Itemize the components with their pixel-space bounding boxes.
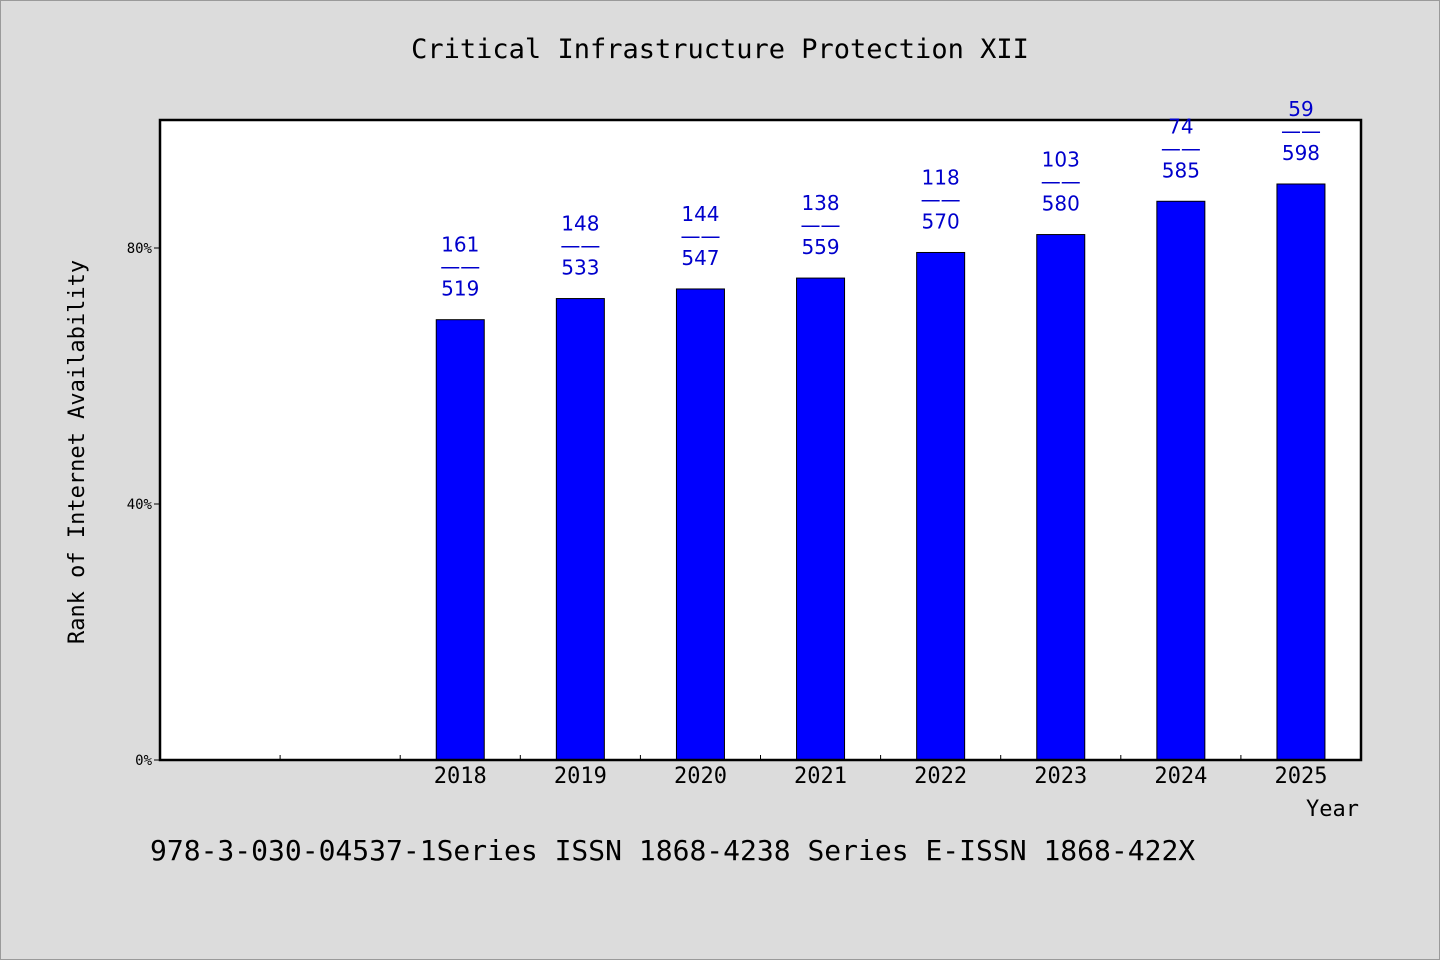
- data-label-bottom: 533: [561, 256, 599, 280]
- data-label-separator: ——: [560, 234, 600, 258]
- plot-area: 0% 40% 80% 2018 2019 2020 2021 2022 2023 2024 2025…: [65, 97, 1363, 822]
- bar-2018: [435, 319, 485, 761]
- data-label-top: 148: [561, 212, 599, 236]
- chart-title: Critical Infrastructure Protection XII: [411, 34, 1029, 65]
- bar-2020: [675, 288, 725, 761]
- series-issn-footer: 978-3-030-04537-1Series ISSN 1868-4238 S…: [150, 834, 1196, 867]
- bar-2024: [1156, 200, 1206, 761]
- bar-2023: [1036, 234, 1086, 761]
- bar-2025: [1276, 183, 1326, 761]
- data-label-top: 103: [1042, 148, 1080, 172]
- data-label-separator: ——: [921, 187, 961, 211]
- data-label-top: 161: [441, 233, 479, 257]
- y-tick-label: 40%: [127, 497, 153, 513]
- bar-2022: [916, 251, 966, 761]
- data-label-top: 138: [801, 191, 839, 215]
- x-tick-label: 2020: [674, 764, 727, 789]
- data-label-top: 59: [1288, 97, 1313, 121]
- x-tick-label: 2019: [554, 764, 607, 789]
- data-label-bottom: 559: [801, 235, 839, 259]
- data-label-top: 74: [1168, 114, 1193, 138]
- data-label-bottom: 598: [1282, 141, 1320, 165]
- x-tick-label: 2025: [1274, 764, 1327, 789]
- y-tick-label: 80%: [127, 241, 153, 257]
- x-tick-label: 2018: [434, 764, 487, 789]
- x-tick-label: 2021: [794, 764, 847, 789]
- data-label-top: 144: [681, 202, 719, 226]
- data-label-separator: ——: [440, 255, 480, 279]
- data-label-bottom: 519: [441, 277, 479, 301]
- bar-2021: [796, 277, 846, 761]
- data-label-separator: ——: [801, 213, 841, 237]
- data-label-bottom: 547: [681, 246, 719, 270]
- x-tick-label: 2022: [914, 764, 967, 789]
- data-label-separator: ——: [680, 224, 720, 248]
- data-label-top: 118: [922, 165, 960, 189]
- x-tick-label: 2024: [1154, 764, 1207, 789]
- y-axis-title: Rank of Internet Availability: [65, 260, 90, 644]
- x-axis-title: Year: [1306, 797, 1359, 822]
- data-label-bottom: 570: [922, 209, 960, 233]
- data-label-bottom: 580: [1042, 192, 1080, 216]
- data-label-bottom: 585: [1162, 158, 1200, 182]
- data-label-separator: ——: [1041, 170, 1081, 194]
- y-tick-label: 0%: [135, 753, 152, 769]
- data-label-separator: ——: [1161, 136, 1201, 160]
- x-tick-label: 2023: [1034, 764, 1087, 789]
- bar-2019: [555, 298, 605, 761]
- data-label-separator: ——: [1281, 119, 1321, 143]
